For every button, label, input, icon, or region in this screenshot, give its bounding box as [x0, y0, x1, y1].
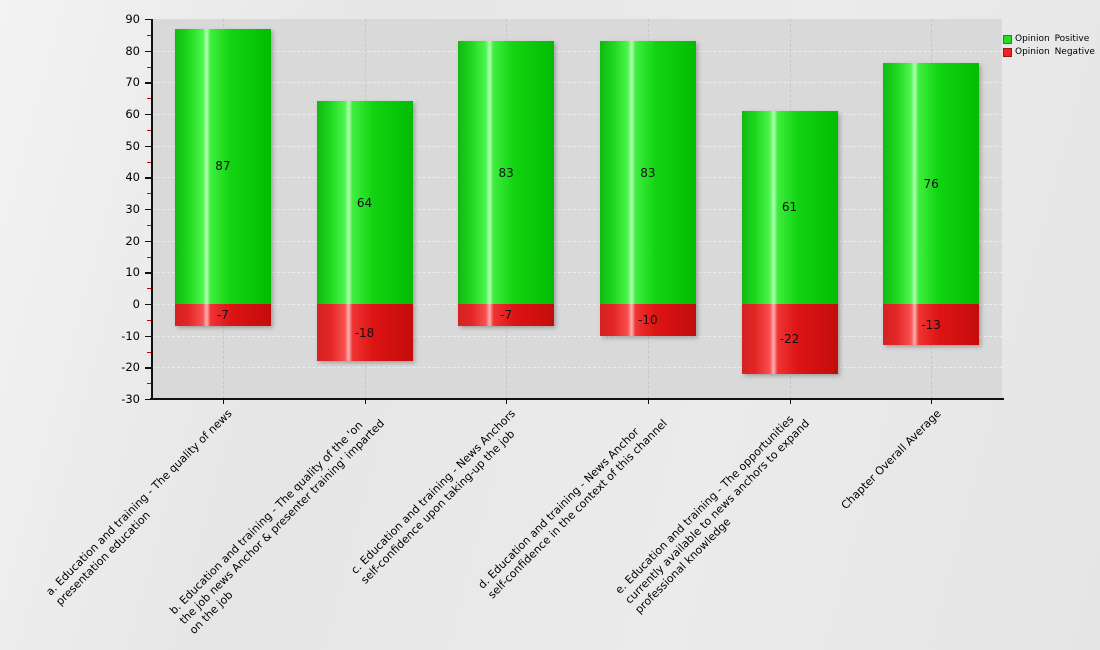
- bar-value-label: -7: [500, 308, 513, 323]
- y-major-tick: [145, 399, 152, 401]
- x-major-tick: [789, 399, 791, 404]
- bar-negative: [458, 303, 555, 327]
- y-major-tick: [145, 209, 152, 211]
- bar-negative: [741, 303, 838, 374]
- y-major-tick: [145, 272, 152, 274]
- y-axis-tick-label: -10: [121, 328, 140, 343]
- h-gridline: [152, 272, 1002, 274]
- y-axis-tick-label: 0: [132, 297, 140, 311]
- bar-positive: [883, 63, 980, 304]
- bar-value-label: 83: [640, 165, 656, 180]
- x-major-tick: [931, 399, 933, 404]
- bar-value-label: -22: [779, 331, 800, 346]
- y-axis-tick-label: 80: [125, 43, 140, 58]
- y-major-tick: [145, 114, 152, 116]
- y-axis-tick-label: 30: [125, 202, 140, 216]
- bar-positive: [174, 28, 271, 304]
- y-major-tick: [145, 335, 152, 337]
- y-axis-tick-label: -30: [121, 392, 140, 406]
- y-minor-tick: [147, 224, 151, 227]
- bar-group: [599, 41, 696, 336]
- y-minor-tick: [147, 98, 151, 100]
- y-axis-tick-label: 70: [125, 75, 140, 90]
- x-category-label: Chapter Overall Average: [838, 407, 944, 512]
- y-major-tick: [145, 304, 152, 306]
- h-gridline: [152, 177, 1002, 179]
- bar-group: [174, 28, 271, 327]
- bar-negative: [599, 303, 696, 336]
- legend-label-positive: Opinion Positive: [1015, 34, 1090, 44]
- x-major-tick: [222, 399, 225, 404]
- y-axis-tick-label: 40: [125, 170, 140, 185]
- legend-swatch-positive-icon: [1003, 34, 1012, 44]
- h-gridline: [152, 240, 1002, 242]
- h-gridline: [152, 304, 1002, 305]
- plot-area: [152, 19, 1002, 400]
- h-gridline: [152, 145, 1002, 147]
- x-major-tick: [647, 399, 650, 404]
- y-minor-tick: [147, 129, 151, 132]
- bar-value-label: 64: [356, 195, 373, 210]
- y-major-tick: [145, 367, 152, 369]
- bar-group: [458, 41, 555, 327]
- y-axis-tick-label: 50: [125, 138, 140, 153]
- legend-item-positive: Opinion Positive: [1003, 33, 1095, 45]
- bar-value-label: 87: [215, 159, 231, 174]
- y-minor-tick: [147, 161, 151, 163]
- y-axis-tick-label: 60: [125, 107, 140, 121]
- bar-negative: [883, 303, 980, 346]
- bar-value-label: -18: [354, 325, 375, 340]
- y-major-tick: [145, 82, 152, 84]
- y-minor-tick: [147, 288, 151, 290]
- bar-value-label: 83: [498, 165, 514, 180]
- y-axis-tick-label: 10: [125, 265, 140, 280]
- bar-positive: [741, 110, 838, 304]
- bar-positive: [458, 41, 555, 304]
- h-gridline: [152, 335, 1002, 337]
- y-major-tick: [145, 177, 152, 179]
- y-axis-tick-label: 20: [125, 233, 140, 248]
- h-gridline: [152, 114, 1002, 115]
- bar-negative: [174, 304, 271, 327]
- bar-value-label: 61: [781, 200, 798, 215]
- bar-positive: [316, 101, 413, 304]
- bar-value-label: -7: [216, 308, 229, 323]
- bar-positive: [599, 41, 696, 304]
- y-minor-tick: [147, 256, 151, 258]
- legend: Opinion Positive Opinion Negative: [1003, 33, 1095, 59]
- bar-group: [883, 63, 980, 346]
- y-axis-tick-label: -20: [121, 360, 140, 375]
- y-axis-tick-label: 90: [125, 12, 140, 26]
- x-major-tick: [364, 399, 366, 404]
- x-axis-line: [150, 398, 1004, 400]
- bar-value-label: 76: [923, 176, 939, 191]
- y-minor-tick: [147, 319, 151, 322]
- bar-group: [316, 101, 413, 361]
- x-major-tick: [506, 399, 508, 404]
- y-minor-tick: [147, 383, 151, 385]
- bar-group: [741, 110, 838, 374]
- h-gridline: [152, 367, 1002, 369]
- y-major-tick: [145, 240, 152, 242]
- bar-value-label: -10: [638, 312, 658, 327]
- y-minor-tick: [147, 351, 151, 353]
- y-minor-tick: [147, 193, 151, 195]
- y-minor-tick: [147, 34, 151, 37]
- y-major-tick: [145, 145, 152, 147]
- legend-swatch-negative-icon: [1003, 47, 1012, 57]
- legend-label-negative: Opinion Negative: [1015, 47, 1095, 57]
- h-gridline: [152, 50, 1002, 52]
- legend-item-negative: Opinion Negative: [1003, 46, 1095, 58]
- bar-negative: [316, 303, 413, 361]
- bar-value-label: -13: [921, 317, 941, 332]
- h-gridline: [152, 209, 1002, 210]
- y-major-tick: [145, 19, 152, 21]
- h-gridline: [152, 82, 1002, 84]
- y-major-tick: [145, 50, 152, 52]
- y-minor-tick: [147, 66, 151, 68]
